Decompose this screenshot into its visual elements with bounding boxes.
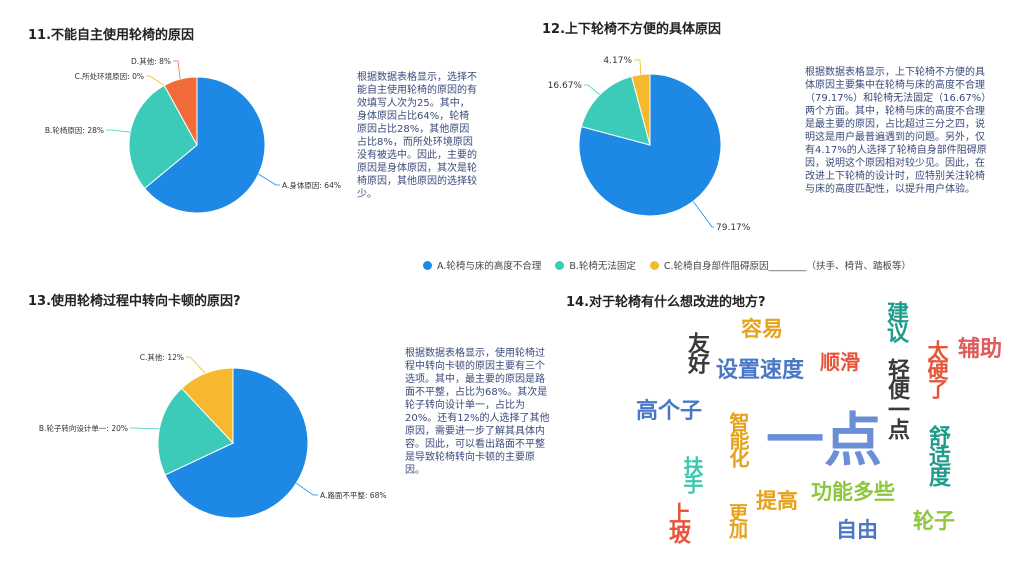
chart-description-q11: 根据数据表格显示，选择不能自主使用轮椅的原因的有效填写人次为25。其中，身体原因… xyxy=(357,72,477,200)
word-cloud-term: 更加 xyxy=(726,503,748,537)
label-leader-line xyxy=(130,427,160,430)
legend-swatch xyxy=(555,260,565,270)
legend-label: C.轮椅自身部件阻碍原因________（扶手、椅背、踏板等） xyxy=(663,261,912,272)
slice-label: 79.17% xyxy=(716,223,751,233)
legend-swatch xyxy=(423,260,432,270)
word-cloud-term: 设置速度 xyxy=(716,358,805,383)
chart-title-q11: 11.不能自主使用轮椅的原因 xyxy=(28,28,195,43)
slice-label: 16.67% xyxy=(548,81,583,91)
chart-description-q12: 根据数据表格显示，上下轮椅不方便的具体原因主要集中在轮椅与床的高度不合理（79.… xyxy=(805,67,987,195)
slice-label: C.所处环境原因: 0% xyxy=(75,71,144,81)
word-cloud-term: 辅助 xyxy=(958,337,1003,362)
pie-slice xyxy=(630,73,651,146)
label-leader-line xyxy=(173,60,181,80)
word-cloud-term: 友好 xyxy=(684,332,709,372)
legend-label: B.轮椅无法固定 xyxy=(569,261,636,272)
chart-title-q12: 12.上下轮椅不方便的具体原因 xyxy=(542,22,722,37)
chart-title-q14: 14.对于轮椅有什么想改进的地方? xyxy=(566,295,766,310)
slice-label: A.身体原因: 64% xyxy=(282,180,341,190)
legend-swatch xyxy=(649,260,659,270)
pie-slice xyxy=(580,75,651,146)
word-cloud-term: 太硬了 xyxy=(925,340,949,397)
legend-item: A.轮椅与床的高度不合理 xyxy=(423,258,541,272)
pie-slice xyxy=(164,367,309,519)
word-cloud-term: 顺滑 xyxy=(820,350,860,374)
word-cloud-term: 智能化 xyxy=(726,412,750,466)
label-leader-line xyxy=(146,75,165,86)
slice-label: B.轮椅原因: 28% xyxy=(45,125,104,135)
label-leader-line xyxy=(634,59,642,75)
word-cloud-term: 高个子 xyxy=(636,399,703,424)
chart-description-q13: 根据数据表格显示，使用轮椅过程中转向卡顿的原因主要有三个选项。其中，最主要的原因… xyxy=(405,348,550,476)
word-cloud-term: 扶手 xyxy=(680,456,704,492)
pie-slice xyxy=(157,387,234,476)
legend-item: C.轮椅自身部件阻碍原因________（扶手、椅背、踏板等） xyxy=(649,258,912,272)
label-leader-line xyxy=(258,173,280,186)
slice-label: C.其他: 12% xyxy=(140,352,184,362)
word-cloud-term: 自由 xyxy=(836,518,878,542)
pie-slice xyxy=(128,84,198,190)
legend-item: B.轮椅无法固定 xyxy=(555,258,636,272)
slice-label: B.轮子转向设计单一: 20% xyxy=(39,423,128,433)
pie-slice xyxy=(163,76,198,146)
label-leader-line xyxy=(692,201,714,228)
chart-title-q13: 13.使用轮椅过程中转向卡顿的原因? xyxy=(28,294,241,309)
slice-label: D.其他: 8% xyxy=(131,56,171,66)
word-cloud-term: 容易 xyxy=(741,317,783,341)
slice-label: 4.17% xyxy=(603,56,632,66)
label-leader-line xyxy=(584,84,601,96)
word-cloud-term: 功能多些 xyxy=(811,480,895,504)
legend-q12: A.轮椅与床的高度不合理 B.轮椅无法固定 C.轮椅自身部件阻碍原因______… xyxy=(423,258,925,272)
word-cloud-term: 提高 xyxy=(756,489,798,513)
word-cloud-term: 一点 xyxy=(766,406,883,474)
word-cloud-term: 舒适度 xyxy=(925,425,950,485)
label-leader-line xyxy=(106,129,131,133)
word-cloud-term: 轮子 xyxy=(913,509,955,533)
legend-label: A.轮椅与床的高度不合理 xyxy=(437,261,542,272)
word-cloud-term: 建议 xyxy=(883,301,908,341)
word-cloud-term: 轻便一点 xyxy=(884,358,909,438)
word-cloud-term: 上坡 xyxy=(665,502,690,542)
label-leader-line xyxy=(186,356,206,374)
slice-label: A.路面不平整: 68% xyxy=(320,490,386,500)
label-leader-line xyxy=(296,482,318,496)
